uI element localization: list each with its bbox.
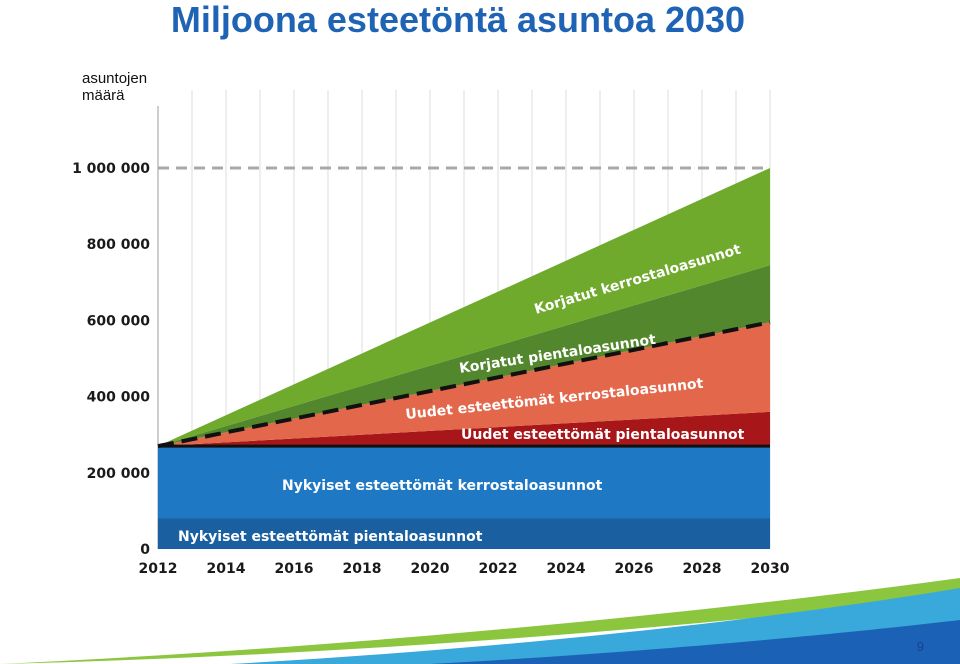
area-series-5: [158, 168, 770, 447]
x-tick-label-0: 2012: [139, 561, 178, 577]
x-tick-label-1: 2014: [207, 561, 246, 577]
y-tick-label-1: 200 000: [87, 466, 151, 482]
area-series-2: [158, 411, 770, 447]
x-tick-label-6: 2024: [547, 561, 586, 577]
blue-swoosh: [430, 620, 960, 664]
area-series-1: [158, 446, 770, 519]
page-title: Miljoona esteetöntä asuntoa 2030: [170, 0, 746, 40]
area-series-4: [158, 265, 770, 447]
y-tick-label-4: 800 000: [87, 237, 151, 253]
x-tick-label-5: 2022: [479, 561, 518, 577]
x-tick-label-2: 2016: [275, 561, 314, 577]
area-label-1: Nykyiset esteettömät kerrostaloasunnot: [282, 478, 603, 494]
y-axis-label: asuntojen määrä: [82, 70, 148, 104]
x-tick-label-4: 2020: [411, 561, 450, 577]
area-label-2: Uudet esteettömät pientaloasunnot: [461, 427, 745, 443]
y-tick-label-3: 600 000: [87, 313, 151, 329]
x-tick-label-3: 2018: [343, 561, 382, 577]
x-tick-label-9: 2030: [751, 561, 790, 577]
slide-decoration: [0, 578, 960, 664]
area-label-0: Nykyiset esteettömät pientaloasunnot: [178, 529, 483, 545]
y-tick-label-5: 1 000 000: [72, 161, 150, 177]
area-series-0: [158, 518, 770, 549]
y-tick-label-2: 400 000: [87, 390, 151, 406]
new-dwellings-dashed-line: [157, 320, 771, 449]
chart-lines: [157, 166, 771, 449]
page-number: 9: [916, 639, 924, 654]
chart-axis: 0 200 000 400 000 600 000 800 000 1 000 000 20…: [72, 161, 790, 577]
y-tick-label-0: 0: [140, 542, 150, 558]
x-tick-label-8: 2028: [683, 561, 722, 577]
x-tick-label-7: 2026: [615, 561, 654, 577]
